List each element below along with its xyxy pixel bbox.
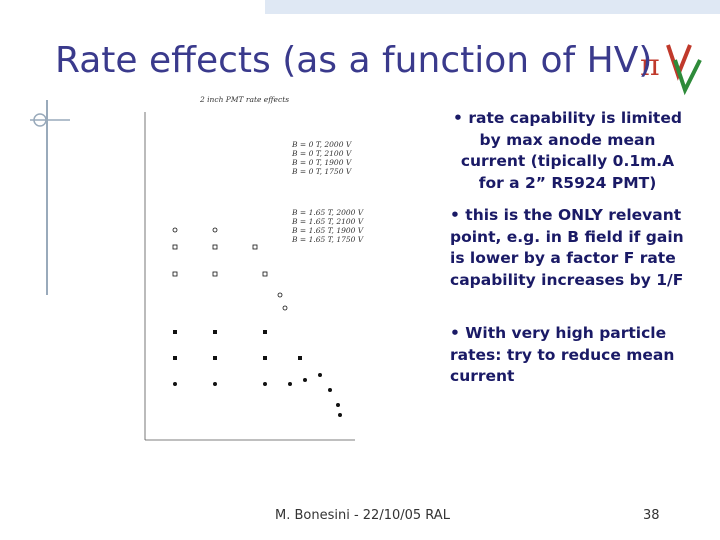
bullet: • this is the ONLY relevant point, e.g. … [450, 206, 684, 289]
markers [173, 330, 342, 417]
legend-entry: B = 0 T, 1750 V [291, 167, 353, 176]
logo-nu2 [673, 59, 702, 96]
legend-entry: B = 1.65 T, 1750 V [291, 235, 365, 244]
header-band [265, 0, 720, 14]
legend: B = 0 T, 2000 VB = 0 T, 2100 VB = 0 T, 1… [291, 140, 365, 244]
slide-title: Rate effects (as a function of HV) [55, 40, 653, 81]
page-number: 38 [643, 508, 660, 523]
figure-title: 2 inch PMT rate effects [199, 95, 289, 104]
logo-pi: π [640, 48, 660, 83]
bullet: • With very high particle rates: try to … [450, 324, 675, 385]
legend-entry: B = 1.65 T, 2100 V [291, 217, 365, 226]
legend-entry: B = 1.65 T, 2000 V [291, 208, 365, 217]
figure: 2 inch PMT rate effects B = 0 T, 2000 VB… [144, 95, 365, 441]
bullet: • rate capability is limited by max anod… [453, 109, 682, 192]
legend-entry: B = 1.65 T, 1900 V [291, 226, 365, 235]
footer-author: M. Bonesini - 22/10/05 RAL [275, 508, 450, 523]
open-markers [172, 227, 288, 311]
rule-circle [33, 113, 47, 127]
legend-entry: B = 0 T, 1900 V [291, 158, 353, 167]
legend-entry: B = 0 T, 2000 V [291, 140, 353, 149]
legend-entry: B = 0 T, 2100 V [291, 149, 353, 158]
